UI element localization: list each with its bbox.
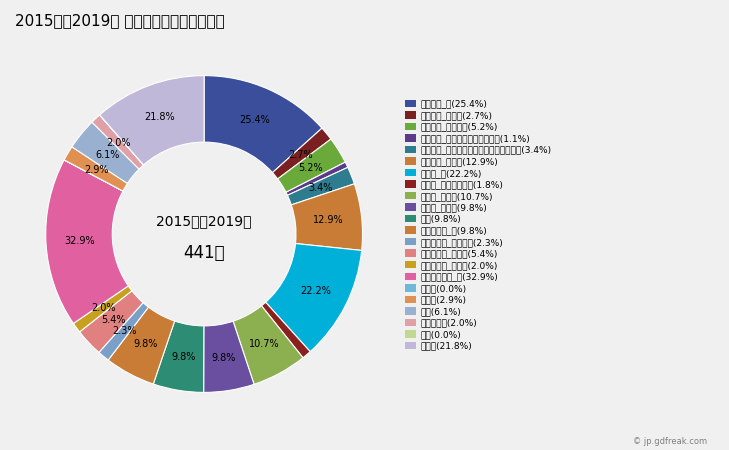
Text: 3.4%: 3.4%	[308, 183, 332, 193]
Text: 12.9%: 12.9%	[313, 216, 344, 225]
Text: 2015年～2019年 松島町の女性の死因構成: 2015年～2019年 松島町の女性の死因構成	[15, 14, 225, 28]
Text: 25.4%: 25.4%	[240, 115, 270, 125]
Wedge shape	[265, 243, 362, 351]
Wedge shape	[233, 306, 303, 384]
Wedge shape	[203, 321, 254, 392]
Text: 9.8%: 9.8%	[133, 339, 157, 350]
Wedge shape	[92, 115, 144, 169]
Text: 441人: 441人	[183, 244, 225, 262]
Text: 9.8%: 9.8%	[171, 352, 196, 362]
Wedge shape	[273, 128, 331, 179]
Text: 2.0%: 2.0%	[91, 303, 115, 313]
Text: 2.7%: 2.7%	[289, 149, 313, 160]
Text: 2.9%: 2.9%	[85, 165, 109, 175]
Text: 2.0%: 2.0%	[106, 138, 130, 148]
Wedge shape	[153, 321, 204, 392]
Wedge shape	[64, 147, 128, 191]
Text: 6.1%: 6.1%	[95, 150, 120, 160]
Text: 5.4%: 5.4%	[101, 315, 125, 325]
Wedge shape	[108, 307, 175, 384]
Text: 9.8%: 9.8%	[211, 352, 236, 363]
Legend: 悪性腫瘍_計(25.4%), 悪性腫瘍_胃がん(2.7%), 悪性腫瘍_大腸がん(5.2%), 悪性腫瘍_肝がん・肝内胆管がん(1.1%), 悪性腫瘍_気管がん: 悪性腫瘍_計(25.4%), 悪性腫瘍_胃がん(2.7%), 悪性腫瘍_大腸がん…	[405, 99, 552, 351]
Wedge shape	[72, 122, 139, 184]
Wedge shape	[287, 167, 354, 205]
Wedge shape	[278, 139, 346, 192]
Wedge shape	[204, 76, 322, 173]
Wedge shape	[46, 160, 128, 324]
Text: 21.8%: 21.8%	[145, 112, 176, 122]
Wedge shape	[286, 162, 348, 195]
Text: 2.3%: 2.3%	[112, 326, 137, 336]
Text: 2015年～2019年: 2015年～2019年	[156, 214, 252, 228]
Wedge shape	[100, 76, 204, 165]
Wedge shape	[262, 302, 310, 358]
Wedge shape	[74, 286, 132, 332]
Wedge shape	[79, 291, 143, 352]
Text: 5.2%: 5.2%	[298, 163, 323, 173]
Text: 10.7%: 10.7%	[249, 339, 279, 349]
Wedge shape	[100, 115, 144, 165]
Wedge shape	[292, 184, 362, 251]
Wedge shape	[64, 160, 123, 191]
Text: © jp.gdfreak.com: © jp.gdfreak.com	[633, 436, 707, 446]
Text: 22.2%: 22.2%	[300, 286, 331, 296]
Wedge shape	[99, 303, 149, 360]
Text: 32.9%: 32.9%	[64, 236, 95, 246]
